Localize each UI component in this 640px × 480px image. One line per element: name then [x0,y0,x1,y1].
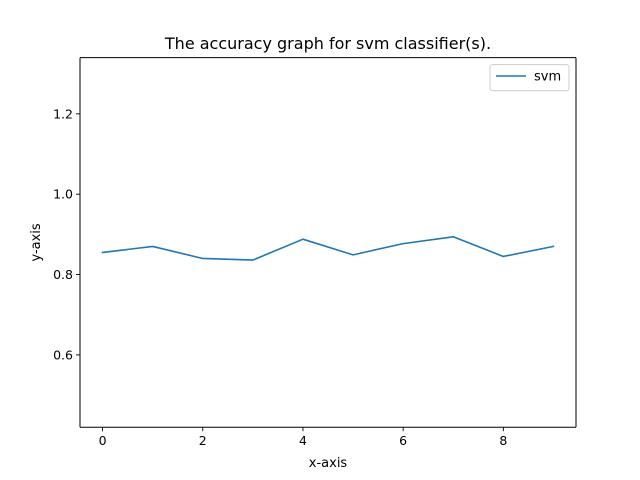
series-line-svm [101,235,555,261]
y-tick-label: 1.2 [53,106,73,121]
legend-label-svm: svm [534,70,561,85]
series-layer [101,235,555,261]
x-tick-label: 6 [399,433,407,448]
x-tick-label: 8 [499,433,507,448]
x-axis-label: x-axis [309,456,348,471]
y-tick-label: 0.8 [53,267,73,282]
axis-ticks: 0 2 4 6 8 0.6 0.8 1.0 1.2 [53,106,507,448]
x-tick-label: 4 [299,433,307,448]
legend-box [489,64,570,92]
x-tick-label: 2 [199,433,207,448]
y-tick-label: 1.0 [53,187,73,202]
y-axis-label: y-axis [29,223,44,261]
chart-title: The accuracy graph for svm classifier(s)… [164,34,491,53]
x-tick-label: 0 [99,433,107,448]
legend: svm [489,64,570,92]
plot-area [80,57,576,428]
plot-frame [79,57,577,428]
y-tick-label: 0.6 [53,347,73,362]
